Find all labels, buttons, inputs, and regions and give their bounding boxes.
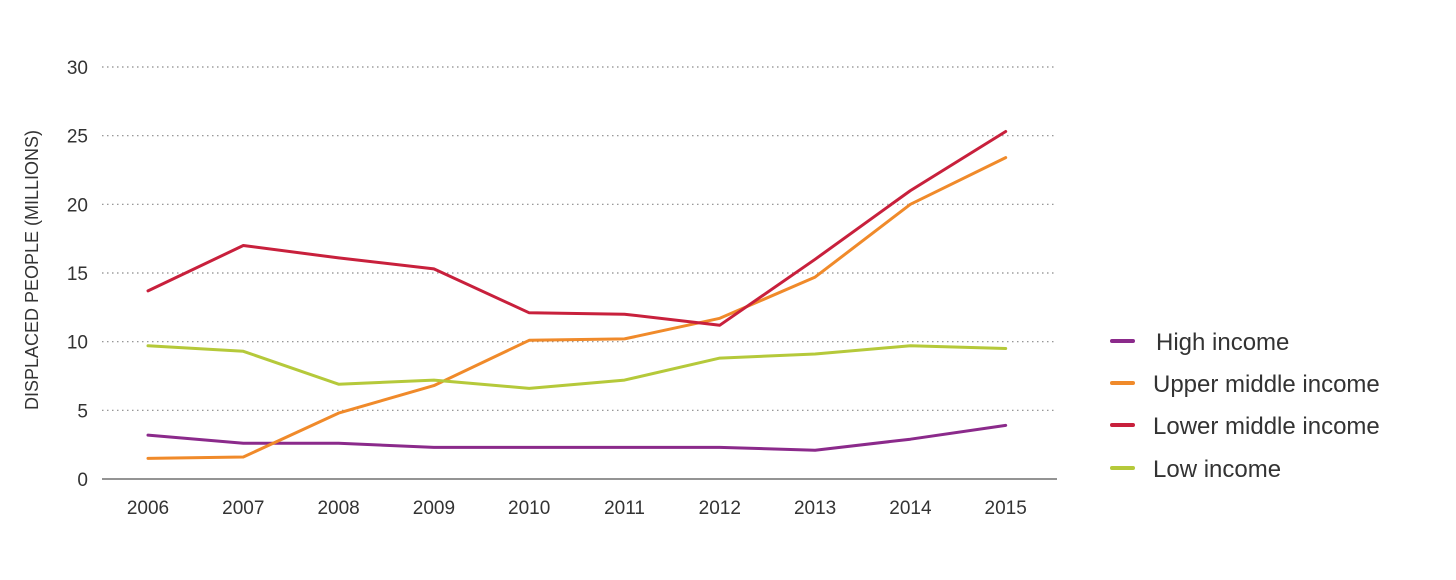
x-tick-label: 2015: [985, 498, 1027, 519]
y-tick-label: 0: [77, 470, 88, 491]
legend-label: Lower middle income: [1153, 413, 1380, 440]
x-tick-label: 2006: [127, 498, 169, 519]
y-tick-label: 10: [67, 333, 88, 354]
legend: High income Upper middle income Lower midd…: [1110, 329, 1380, 483]
legend-label: Low income: [1153, 456, 1281, 483]
x-tick-label: 2014: [889, 498, 932, 519]
series-line-upper-middle-income: [146, 156, 1008, 460]
y-tick-label: 20: [67, 195, 88, 216]
x-tick-label: 2013: [794, 498, 836, 519]
series-line-lower-middle-income: [146, 130, 1008, 327]
y-axis-title: DISPLACED PEOPLE (MILLIONS): [22, 130, 42, 410]
legend-label: High income: [1156, 329, 1289, 356]
x-tick-label: 2012: [699, 498, 741, 519]
series-line-low-income: [146, 344, 1008, 390]
legend-item: Lower middle income: [1110, 413, 1380, 440]
x-tick-label: 2011: [604, 498, 645, 519]
y-tick-label: 25: [67, 127, 88, 148]
x-tick-label: 2010: [508, 498, 550, 519]
y-tick-label: 5: [77, 401, 88, 422]
y-tick-labels: 0 5 10 15 20 25 30: [67, 58, 88, 491]
x-tick-label: 2007: [222, 498, 264, 519]
legend-label: Upper middle income: [1153, 371, 1380, 398]
x-tick-label: 2009: [413, 498, 455, 519]
legend-item: Low income: [1110, 456, 1281, 483]
grid-lines: [102, 66, 1057, 411]
legend-item: Upper middle income: [1110, 371, 1380, 398]
series-line-high-income: [146, 423, 1008, 452]
series-lines: [146, 130, 1008, 460]
legend-item: High income: [1110, 329, 1289, 356]
y-tick-label: 15: [67, 264, 88, 285]
x-tick-label: 2008: [317, 498, 359, 519]
y-tick-label: 30: [67, 58, 88, 79]
x-tick-labels: 2006 2007 2008 2009 2010 2011 2012 2013 2014 2015: [127, 498, 1027, 519]
